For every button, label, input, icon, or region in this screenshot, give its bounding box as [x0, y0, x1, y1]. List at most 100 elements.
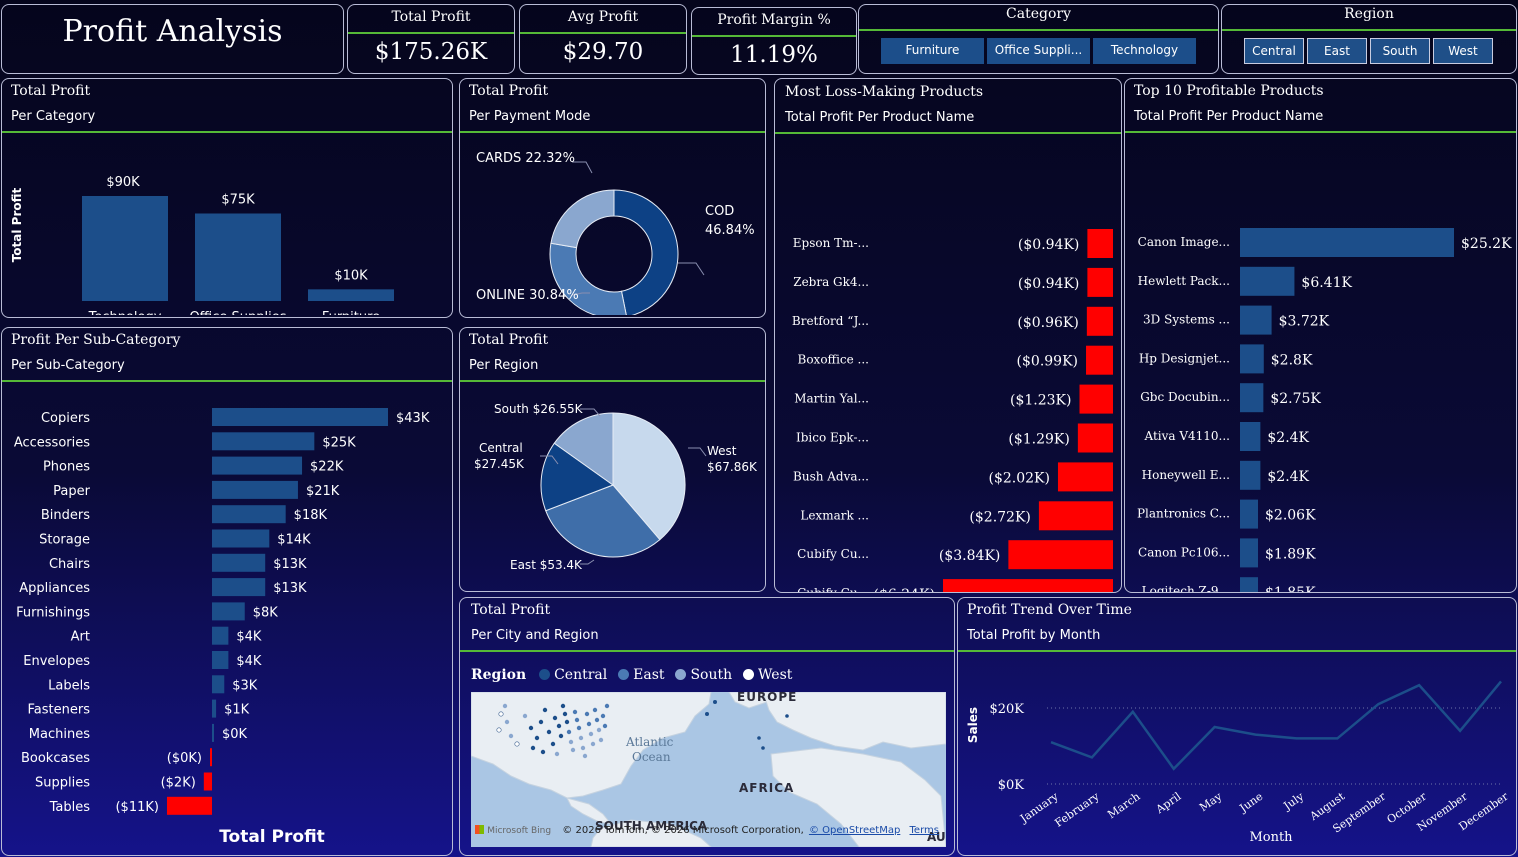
trend-line	[1050, 680, 1502, 771]
loss-bar-label: ($0.94K)	[1018, 276, 1079, 292]
subcategory-axis-label: Art	[71, 630, 90, 645]
osm-link[interactable]: © OpenStreetMap	[808, 825, 901, 836]
region-pie-chart: West $67.86K East $53.4K Central $27.45K Sout…	[474, 402, 758, 572]
subcategory-axis-label: Furnishings	[16, 605, 90, 620]
trend-x-tick-label: May	[1197, 789, 1225, 814]
map-canvas[interactable]: EUROPE Atlantic Ocean AFRICA SOUTH AMERI…	[471, 692, 946, 847]
top-product-axis-label: Honeywell E...	[1142, 468, 1230, 482]
category-bar	[82, 196, 168, 301]
subcategory-bar	[212, 602, 245, 621]
region-option-central[interactable]: Central	[1244, 38, 1304, 64]
subcategory-bar-label: $8K	[253, 605, 279, 620]
subcategory-card: Profit Per Sub-Category Per Sub-Category…	[1, 327, 453, 856]
trend-card: Profit Trend Over Time Total Profit by M…	[957, 597, 1517, 856]
legend-label-south: South	[690, 667, 733, 683]
loss-bar-label: ($2.72K)	[969, 509, 1030, 525]
subcategory-bar-label: $4K	[236, 630, 262, 645]
subcategory-bar-label: $13K	[273, 581, 307, 596]
top-product-axis-label: Gbc Docubin...	[1140, 390, 1230, 404]
top-product-axis-label: Canon Pc106...	[1138, 545, 1230, 559]
top-product-bar-label: $2.8K	[1271, 352, 1313, 368]
category-axis-label: Office Supplies	[189, 310, 286, 315]
profit-by-category-subtitle: Per Category	[11, 109, 96, 124]
region-option-west[interactable]: West	[1433, 38, 1493, 64]
loss-bar	[1079, 384, 1113, 414]
loss-bar	[1057, 462, 1113, 492]
payment-leader-cards	[572, 161, 593, 174]
loss-bar-label: ($0.94K)	[1018, 237, 1079, 253]
subcategory-axis-label: Fasteners	[28, 703, 91, 718]
region-leader-central	[540, 455, 559, 465]
subcategory-bar	[212, 553, 266, 572]
payment-leader-cod	[678, 262, 705, 276]
region-slice	[545, 484, 661, 558]
loss-axis-label: Epson Tm-...	[793, 236, 869, 250]
subcategory-bar-label: $1K	[224, 703, 250, 718]
profit-by-payment-title: Total Profit	[469, 83, 549, 99]
subcategory-bar-label: $0K	[222, 727, 248, 742]
subcategory-bar-label: $25K	[322, 435, 356, 450]
region-option-south[interactable]: South	[1370, 38, 1430, 64]
category-option-office-supplies[interactable]: Office Suppli...	[987, 38, 1090, 64]
region-pie-card: Total Profit Per Region West $67.86K East …	[459, 327, 766, 592]
subcategory-bar	[210, 748, 212, 767]
kpi-profit-margin-value: 11.19%	[730, 42, 818, 68]
top-product-bar	[1240, 538, 1258, 568]
top-product-bar	[1240, 344, 1264, 374]
subcategory-axis-label: Copiers	[41, 411, 90, 426]
loss-bar-label: ($1.23K)	[1010, 393, 1071, 409]
loss-axis-label: Ibico Epk-...	[796, 431, 869, 445]
region-label-central: Central	[479, 441, 523, 455]
legend-dot-west	[742, 669, 754, 680]
loss-bar	[1087, 267, 1113, 297]
subcategory-x-axis-title: Total Profit	[219, 827, 325, 847]
top-product-bar	[1240, 228, 1454, 257]
trend-x-axis-title: Month	[1249, 830, 1293, 845]
top-product-axis-label: Canon Image...	[1138, 235, 1230, 249]
subcategory-axis-label: Bookcases	[21, 751, 90, 766]
top-product-bar	[1240, 422, 1261, 451]
top-product-bar-label: $2.4K	[1267, 430, 1309, 446]
legend-dot-east	[617, 669, 629, 680]
payment-label-cards: CARDS 22.32%	[476, 151, 575, 166]
loss-bar-label: ($6.24K)	[874, 587, 935, 592]
kpi-total-profit-label: Total Profit	[391, 9, 471, 25]
subcategory-axis-label: Binders	[41, 508, 90, 523]
region-slicer: Region Central East South West	[1221, 4, 1517, 74]
category-bar-label: $90K	[106, 175, 140, 190]
subcategory-title: Profit Per Sub-Category	[11, 332, 181, 348]
subcategory-subtitle: Per Sub-Category	[11, 358, 125, 373]
loss-axis-label: Bush Adva...	[793, 469, 869, 483]
map-label-europe: EUROPE	[737, 692, 798, 704]
category-y-axis-title: Total Profit	[10, 187, 24, 262]
category-option-furniture[interactable]: Furniture	[881, 38, 984, 64]
region-option-east[interactable]: East	[1307, 38, 1367, 64]
loss-axis-label: Zebra Gk4...	[793, 275, 869, 289]
region-value-west: $67.86K	[707, 460, 758, 474]
payment-slice	[549, 242, 627, 315]
profit-by-category-title: Total Profit	[11, 83, 91, 99]
map-legend: Region Central East South West	[471, 667, 792, 685]
loss-bar	[1077, 423, 1113, 453]
terms-link[interactable]: Terms	[909, 825, 939, 836]
subcategory-axis-label: Supplies	[35, 776, 90, 791]
category-option-technology[interactable]: Technology	[1093, 38, 1196, 64]
kpi-profit-margin-label: Profit Margin %	[717, 12, 831, 28]
category-bar	[308, 289, 394, 301]
subcategory-bar-label: $43K	[396, 411, 430, 426]
page-title: Profit Analysis	[62, 14, 283, 49]
top-product-bar	[1240, 383, 1264, 413]
legend-dot-south	[674, 669, 686, 680]
legend-dot-central	[538, 669, 550, 680]
region-slice	[540, 442, 615, 512]
payment-label-cod: COD	[705, 204, 734, 219]
subcategory-bar-label: ($2K)	[161, 776, 196, 791]
map-label-ocean: Ocean	[632, 750, 671, 764]
profit-by-payment-card: Total Profit Per Payment Mode COD 46.84% O…	[459, 78, 766, 318]
subcategory-bar-label: $14K	[277, 533, 311, 548]
payment-slice	[613, 189, 679, 315]
loss-products-chart: ($0.94K) Epson Tm-... ($0.94K) Zebra Gk4...…	[792, 229, 1113, 592]
map-label-atlantic: Atlantic	[626, 735, 674, 749]
profit-by-payment-subtitle: Per Payment Mode	[469, 109, 591, 124]
category-slicer: Category Furniture Office Suppli... Tech…	[858, 4, 1219, 74]
